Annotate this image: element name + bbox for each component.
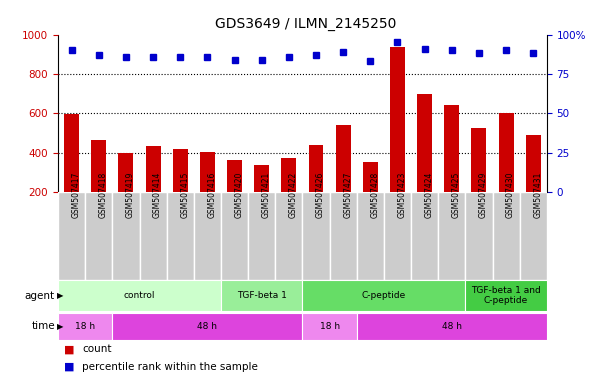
Bar — [200, 152, 215, 231]
Text: GSM507428: GSM507428 — [370, 172, 379, 218]
Text: 18 h: 18 h — [75, 322, 95, 331]
Text: percentile rank within the sample: percentile rank within the sample — [82, 362, 258, 372]
Bar — [357, 192, 384, 280]
Bar — [254, 166, 269, 231]
Text: GSM507415: GSM507415 — [180, 172, 189, 218]
Text: GSM507429: GSM507429 — [479, 172, 488, 218]
Bar — [167, 192, 194, 280]
Text: TGF-beta 1: TGF-beta 1 — [237, 291, 287, 300]
Text: agent: agent — [25, 291, 55, 301]
Text: time: time — [31, 321, 55, 331]
Bar — [411, 192, 438, 280]
Text: C-peptide: C-peptide — [362, 291, 406, 300]
Bar — [119, 153, 133, 231]
Bar — [444, 106, 459, 231]
Text: GSM507425: GSM507425 — [452, 172, 461, 218]
Text: count: count — [82, 344, 112, 354]
Bar — [91, 140, 106, 231]
Text: GSM507418: GSM507418 — [99, 172, 108, 218]
Bar — [173, 149, 188, 231]
Text: 48 h: 48 h — [442, 322, 462, 331]
Text: GSM507430: GSM507430 — [506, 171, 515, 218]
Text: GDS3649 / ILMN_2145250: GDS3649 / ILMN_2145250 — [215, 17, 396, 31]
Bar — [390, 47, 405, 231]
Bar — [466, 192, 492, 280]
Text: GSM507419: GSM507419 — [126, 172, 135, 218]
Bar — [363, 162, 378, 231]
Text: GSM507420: GSM507420 — [235, 172, 244, 218]
Text: GSM507417: GSM507417 — [71, 172, 81, 218]
Bar — [112, 192, 139, 280]
Bar — [58, 192, 85, 280]
Bar — [466, 280, 547, 311]
Bar — [276, 192, 302, 280]
Bar — [384, 192, 411, 280]
Bar — [417, 94, 432, 231]
Bar — [526, 135, 541, 231]
Bar — [64, 114, 79, 231]
Text: GSM507416: GSM507416 — [207, 172, 216, 218]
Text: ■: ■ — [64, 344, 75, 354]
Bar — [492, 192, 520, 280]
Text: TGF-beta 1 and
C-peptide: TGF-beta 1 and C-peptide — [471, 286, 541, 305]
Text: 18 h: 18 h — [320, 322, 340, 331]
Bar — [520, 192, 547, 280]
Bar — [438, 192, 466, 280]
Bar — [309, 145, 323, 231]
Bar — [221, 192, 248, 280]
Bar — [58, 280, 221, 311]
Text: GSM507426: GSM507426 — [316, 172, 325, 218]
Text: GSM507431: GSM507431 — [533, 172, 543, 218]
Bar — [302, 280, 466, 311]
Bar — [221, 280, 302, 311]
Bar — [282, 157, 296, 231]
Bar — [499, 113, 514, 231]
Text: GSM507421: GSM507421 — [262, 172, 271, 218]
Text: control: control — [124, 291, 155, 300]
Bar — [329, 192, 357, 280]
Text: 48 h: 48 h — [197, 322, 218, 331]
Text: ■: ■ — [64, 362, 75, 372]
Text: GSM507424: GSM507424 — [425, 172, 434, 218]
Text: ▶: ▶ — [57, 291, 64, 300]
Bar — [357, 313, 547, 340]
Bar — [145, 146, 161, 231]
Bar — [248, 192, 276, 280]
Text: GSM507422: GSM507422 — [289, 172, 298, 218]
Bar — [227, 159, 242, 231]
Text: GSM507414: GSM507414 — [153, 172, 162, 218]
Bar — [472, 128, 486, 231]
Bar — [302, 192, 329, 280]
Bar — [335, 125, 351, 231]
Bar — [302, 313, 357, 340]
Bar — [139, 192, 167, 280]
Bar — [58, 313, 112, 340]
Text: GSM507427: GSM507427 — [343, 172, 352, 218]
Text: GSM507423: GSM507423 — [398, 172, 406, 218]
Bar — [85, 192, 112, 280]
Bar — [112, 313, 302, 340]
Text: ▶: ▶ — [57, 322, 64, 331]
Bar — [194, 192, 221, 280]
